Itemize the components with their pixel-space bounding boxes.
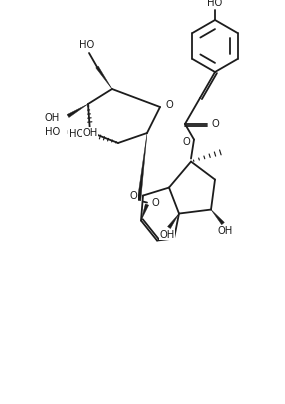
Text: HO: HO — [207, 0, 223, 8]
Text: O: O — [182, 137, 190, 147]
Text: HO: HO — [45, 127, 60, 137]
Polygon shape — [211, 210, 224, 225]
Text: OH: OH — [159, 229, 175, 240]
Text: HO: HO — [80, 40, 95, 50]
Polygon shape — [141, 204, 149, 221]
Text: OH: OH — [217, 225, 233, 236]
Polygon shape — [68, 130, 90, 134]
Text: O: O — [129, 191, 137, 200]
Polygon shape — [168, 214, 179, 229]
Text: OH: OH — [45, 113, 60, 123]
Text: O: O — [151, 198, 159, 208]
Text: HO: HO — [69, 129, 84, 139]
Text: O: O — [211, 119, 219, 129]
Text: OH: OH — [82, 128, 98, 138]
Polygon shape — [96, 66, 112, 89]
Polygon shape — [67, 104, 88, 118]
Polygon shape — [137, 133, 147, 201]
Text: O: O — [165, 100, 173, 110]
